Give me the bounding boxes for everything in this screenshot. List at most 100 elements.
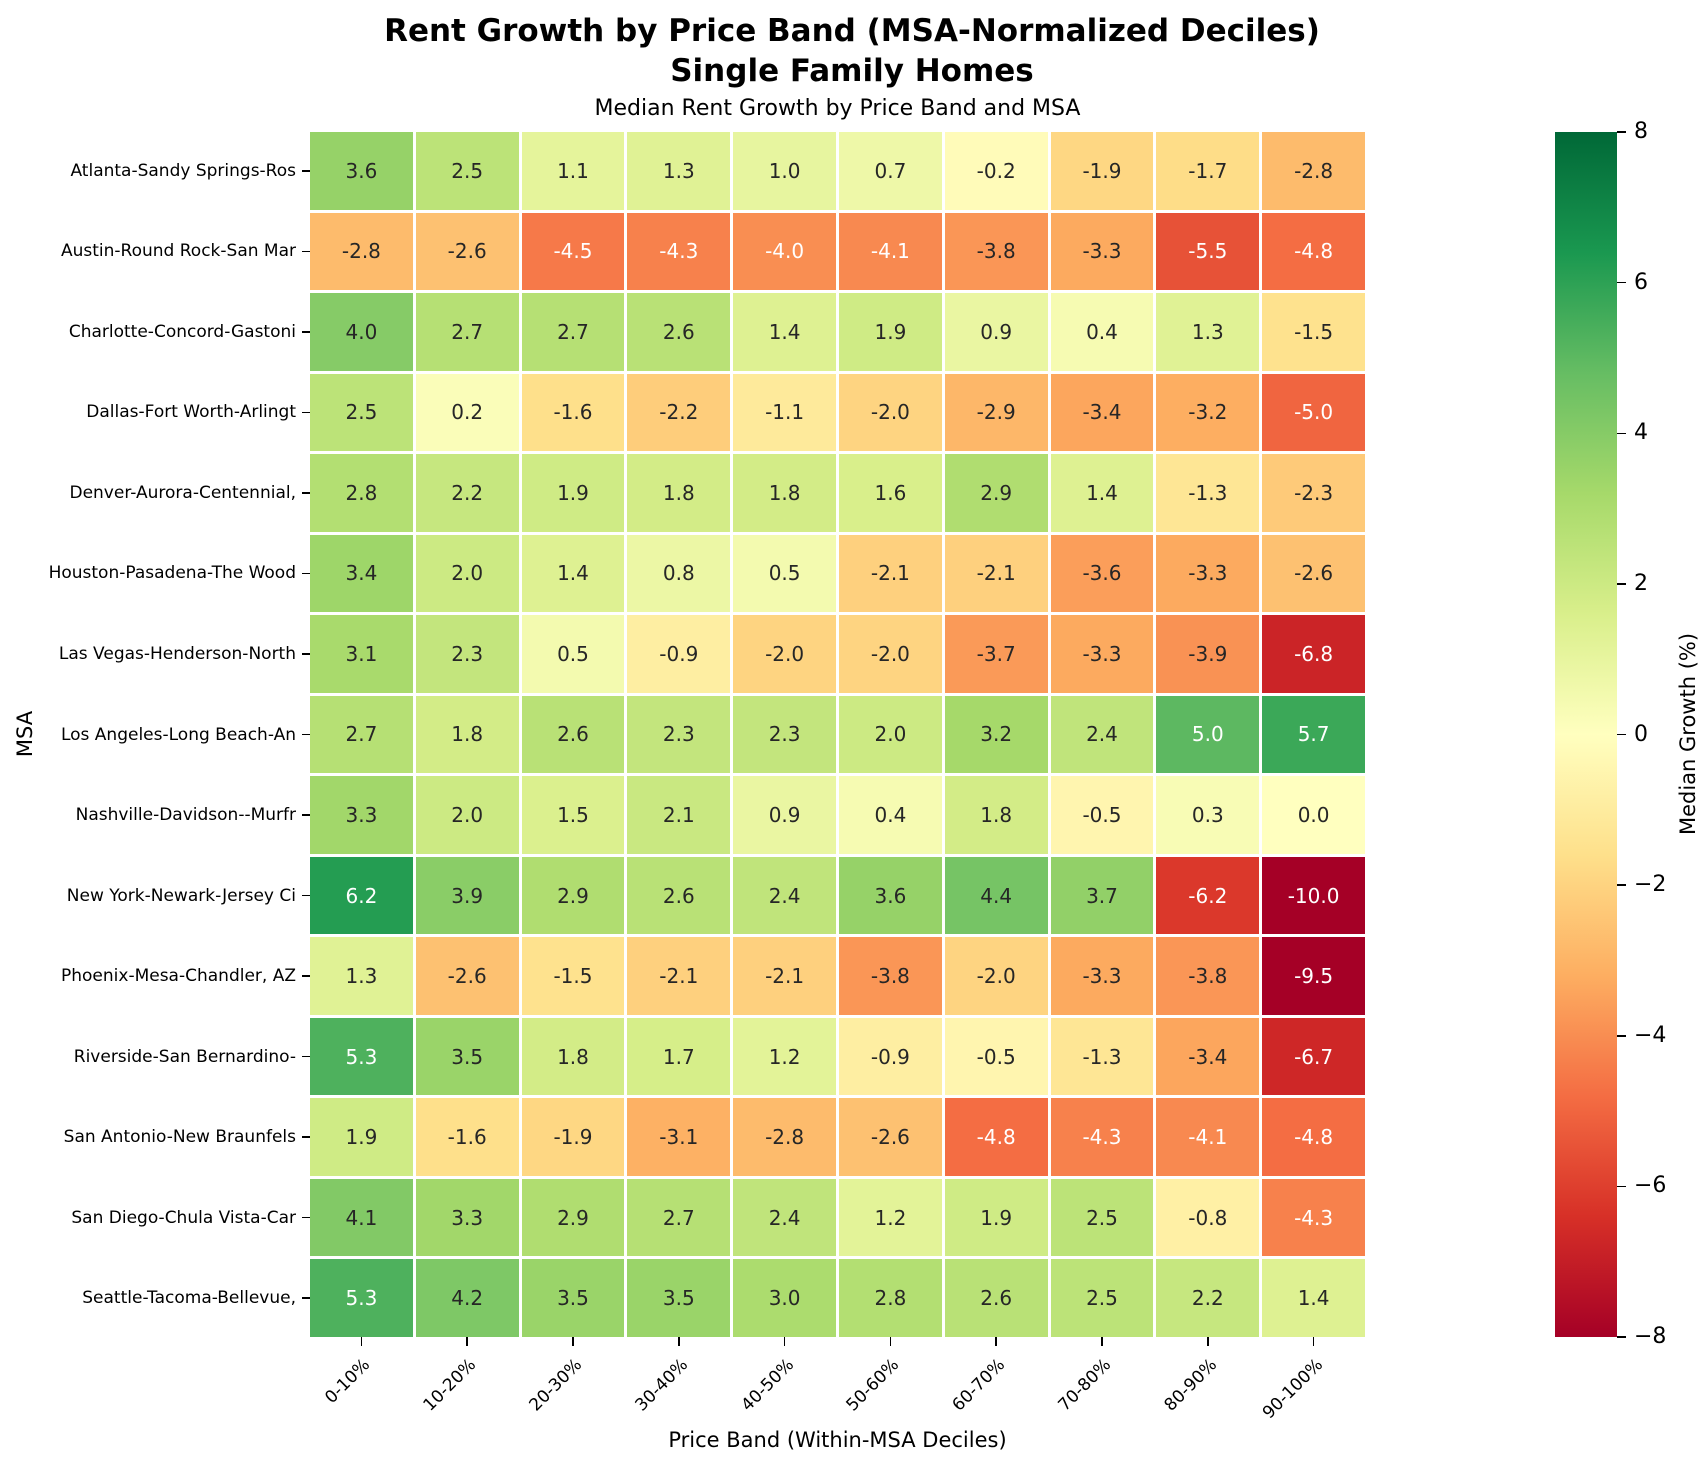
heatmap-cell: 3.5 xyxy=(415,1017,519,1096)
heatmap-cell: 2.4 xyxy=(1050,695,1154,774)
heatmap-cell: -2.3 xyxy=(1262,454,1365,532)
heatmap-cell: 1.9 xyxy=(839,293,942,371)
heatmap-cell: -3.6 xyxy=(1050,534,1154,613)
x-axis-label: 60-70% xyxy=(948,1354,1010,1416)
heatmap-cell: 2.6 xyxy=(521,695,625,774)
heatmap-cell: 2.9 xyxy=(521,1178,625,1257)
heatmap: 3.6 2.5 1.1 1.3 1.0 0.7 -0.2 -1.9 -1.7 -2.8 -2.8 -2… xyxy=(310,132,1365,1337)
heatmap-cell: 2.0 xyxy=(415,534,519,613)
heatmap-cell: 0.4 xyxy=(1050,293,1154,371)
heatmap-cell: 0.9 xyxy=(733,776,836,854)
heatmap-cell: 2.4 xyxy=(733,1178,836,1257)
x-tick-mark xyxy=(995,1337,997,1346)
x-tick-mark xyxy=(783,1337,786,1346)
heatmap-cell: -2.1 xyxy=(733,937,836,1015)
y-axis-label: Riverside-San Bernardino- xyxy=(73,1046,296,1067)
x-axis-title: Price Band (Within-MSA Deciles) xyxy=(668,1428,1007,1452)
y-tick-mark xyxy=(302,1216,310,1219)
heatmap-cell: 3.2 xyxy=(944,695,1048,774)
heatmap-cell: -4.5 xyxy=(521,212,625,291)
heatmap-cell: 2.8 xyxy=(310,454,413,532)
y-axis-label: Houston-Pasadena-The Wood xyxy=(48,563,296,584)
heatmap-cell: 1.8 xyxy=(521,1017,625,1096)
heatmap-cell: -9.5 xyxy=(1262,937,1365,1015)
heatmap-cell: -2.1 xyxy=(944,534,1048,613)
x-tick-mark xyxy=(466,1337,468,1346)
heatmap-cell: 0.2 xyxy=(415,373,519,452)
heatmap-cell: 2.5 xyxy=(1050,1259,1154,1337)
heatmap-cell: -5.5 xyxy=(1156,212,1260,291)
heatmap-cell: -2.8 xyxy=(733,1098,836,1176)
heatmap-cell: -1.3 xyxy=(1156,454,1260,532)
heatmap-cell: 3.7 xyxy=(1050,856,1154,935)
x-tick-mark xyxy=(1312,1337,1315,1346)
colorbar-tick-label: 2 xyxy=(1634,570,1648,596)
heatmap-cell: 1.9 xyxy=(521,454,625,532)
y-axis-label: Phoenix-Mesa-Chandler, AZ xyxy=(61,966,296,987)
colorbar-tick-mark xyxy=(1617,1185,1626,1188)
y-tick-mark xyxy=(302,733,310,736)
heatmap-cell: 2.3 xyxy=(627,695,731,774)
heatmap-cell: -2.0 xyxy=(839,615,942,693)
y-axis-label: Los Angeles-Long Beach-An xyxy=(60,724,296,745)
heatmap-cell: 3.4 xyxy=(310,534,413,613)
y-axis-label: Charlotte-Concord-Gastoni xyxy=(68,321,296,342)
y-axis-label: San Antonio-New Braunfels xyxy=(63,1127,296,1148)
heatmap-cell: 1.2 xyxy=(839,1178,942,1257)
heatmap-cell: 2.6 xyxy=(627,293,731,371)
heatmap-cell: 2.0 xyxy=(839,695,942,774)
heatmap-cell: -3.1 xyxy=(627,1098,731,1176)
heatmap-cell: 2.3 xyxy=(415,615,519,693)
heatmap-cell: 1.3 xyxy=(627,132,731,210)
heatmap-cell: -2.6 xyxy=(415,937,519,1015)
heatmap-cell: -0.8 xyxy=(1156,1178,1260,1257)
heatmap-cell: -3.9 xyxy=(1156,615,1260,693)
heatmap-cell: 3.6 xyxy=(839,856,942,935)
heatmap-cell: -4.3 xyxy=(1262,1178,1365,1257)
heatmap-cell: -2.1 xyxy=(627,937,731,1015)
heatmap-cell: 1.4 xyxy=(1262,1259,1365,1337)
x-axis-label: 50-60% xyxy=(842,1354,904,1416)
heatmap-cell: -2.6 xyxy=(839,1098,942,1176)
heatmap-cell: -3.7 xyxy=(944,615,1048,693)
heatmap-cell: -3.4 xyxy=(1050,373,1154,452)
heatmap-cell: 2.4 xyxy=(733,856,836,935)
heatmap-cell: -0.2 xyxy=(944,132,1048,210)
heatmap-cell: 0.0 xyxy=(1262,776,1365,854)
heatmap-cell: 0.7 xyxy=(839,132,942,210)
colorbar-tick-mark xyxy=(1617,1336,1626,1338)
heatmap-cell: -3.2 xyxy=(1156,373,1260,452)
colorbar-tick-label: −2 xyxy=(1634,872,1667,898)
x-axis-label: 30-40% xyxy=(631,1354,692,1416)
heatmap-cell: 3.1 xyxy=(310,615,413,693)
y-axis-label: Nashville-Davidson--Murfr xyxy=(75,805,296,826)
heatmap-cell: -1.6 xyxy=(521,373,625,452)
heatmap-cell: 2.5 xyxy=(1050,1178,1154,1257)
heatmap-cell: 2.1 xyxy=(627,776,731,854)
y-tick-mark xyxy=(302,411,310,414)
x-axis-label: 80-90% xyxy=(1160,1354,1221,1416)
heatmap-cell: 1.6 xyxy=(839,454,942,532)
heatmap-cell: 0.9 xyxy=(944,293,1048,371)
heatmap-cell: -2.8 xyxy=(1262,132,1365,210)
heatmap-cell: 1.4 xyxy=(733,293,836,371)
heatmap-cell: 3.3 xyxy=(310,776,413,854)
heatmap-cell: 1.2 xyxy=(733,1017,836,1096)
heatmap-cell: -3.8 xyxy=(944,212,1048,291)
heatmap-cell: -0.9 xyxy=(839,1017,942,1096)
y-tick-mark xyxy=(302,331,310,333)
x-tick-mark xyxy=(1207,1337,1209,1346)
heatmap-cell: 4.1 xyxy=(310,1178,413,1257)
heatmap-cell: -4.3 xyxy=(1050,1098,1154,1176)
heatmap-cell: 1.9 xyxy=(310,1098,413,1176)
heatmap-cell: -2.0 xyxy=(944,937,1048,1015)
heatmap-cell: 0.3 xyxy=(1156,776,1260,854)
heatmap-cell: 5.7 xyxy=(1262,695,1365,774)
heatmap-cell: 1.8 xyxy=(733,454,836,532)
page-title-line2: Single Family Homes xyxy=(670,53,1034,89)
heatmap-cell: 2.8 xyxy=(839,1259,942,1337)
heatmap-cell: 2.2 xyxy=(1156,1259,1260,1337)
y-tick-mark xyxy=(302,170,310,172)
heatmap-cell: 1.5 xyxy=(521,776,625,854)
heatmap-cell: -4.8 xyxy=(1262,212,1365,291)
